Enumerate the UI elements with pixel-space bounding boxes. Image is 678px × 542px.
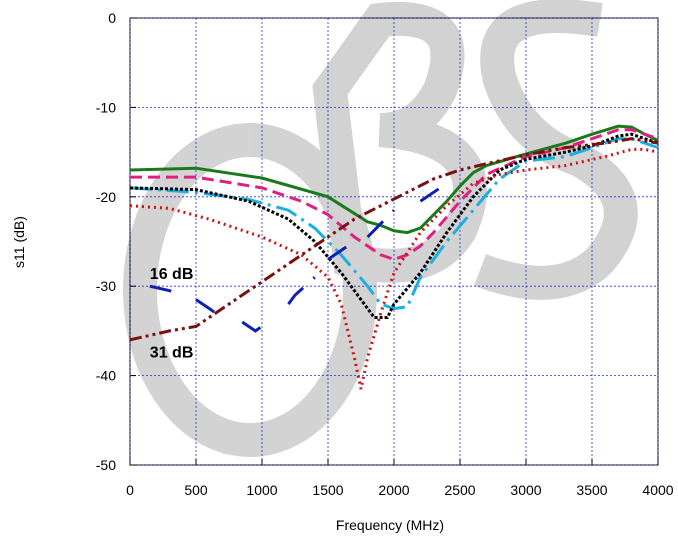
watermark — [123, 0, 638, 457]
x-axis-label: Frequency (MHz) — [336, 517, 444, 533]
series-line — [129, 137, 659, 311]
series-line — [129, 124, 659, 235]
y-tick-label: -50 — [96, 457, 116, 473]
series-line — [129, 132, 659, 319]
y-tick-label: -20 — [96, 189, 116, 205]
x-tick-label: 2500 — [444, 482, 475, 498]
y-axis-label: s11 (dB) — [11, 216, 27, 268]
x-tick-label: 4000 — [642, 482, 673, 498]
y-tick-label: -40 — [96, 368, 116, 384]
series-line — [130, 128, 659, 261]
y-tick-label: -30 — [96, 278, 116, 294]
x-tick-label: 2000 — [378, 482, 409, 498]
annotation: 16 dB — [150, 266, 194, 283]
x-tick-label: 500 — [184, 482, 208, 498]
series-line — [129, 137, 659, 342]
y-tick-label: -10 — [96, 99, 116, 115]
x-tick-label: 3500 — [576, 482, 607, 498]
x-tick-label: 1500 — [312, 482, 343, 498]
annotation: 31 dB — [150, 345, 194, 362]
y-tick-label: 0 — [108, 10, 116, 26]
x-tick-label: 1000 — [246, 482, 277, 498]
x-tick-label: 3000 — [510, 482, 541, 498]
series-line — [149, 182, 448, 333]
plot-frame — [129, 17, 659, 466]
x-tick-label: 0 — [126, 482, 134, 498]
